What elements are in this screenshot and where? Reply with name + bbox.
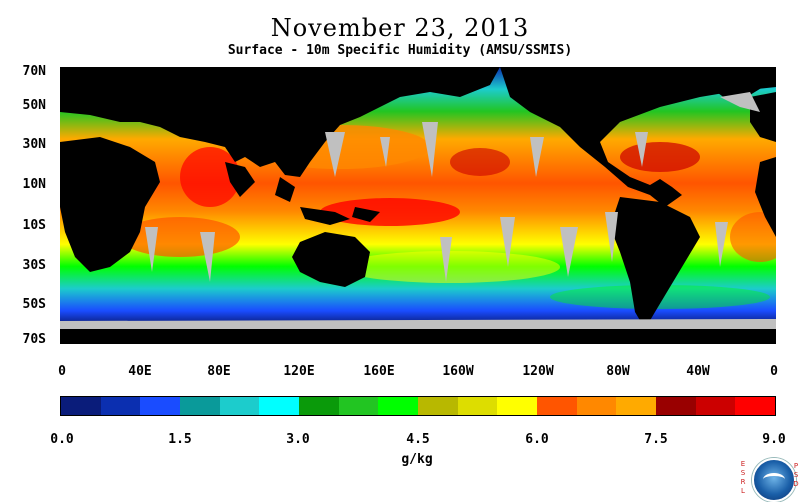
colorbar-segment xyxy=(497,397,538,415)
map-title: November 23, 2013 xyxy=(270,14,530,42)
colorbar-segment xyxy=(457,397,498,415)
colorbar-tick-label: 0.0 xyxy=(50,432,74,447)
colorbar-segment xyxy=(299,397,339,415)
colorbar-segment xyxy=(576,397,617,415)
lon-label-0-east: 0 xyxy=(770,364,778,379)
lon-label-160e: 160E xyxy=(363,364,395,379)
humidity-map-svg xyxy=(60,67,776,344)
lon-label-40e: 40E xyxy=(128,364,152,379)
lon-label-120e: 120E xyxy=(283,364,315,379)
colorbar-segment xyxy=(656,397,696,415)
lon-label-160w: 160W xyxy=(442,364,474,379)
mid-region xyxy=(340,251,560,283)
colorbar-tick-label: 3.0 xyxy=(286,432,310,447)
missing-data-swaths xyxy=(60,92,776,329)
warm-region xyxy=(730,212,776,262)
humidity-map xyxy=(60,67,776,344)
lat-label-10n: 10N xyxy=(22,177,46,192)
lat-label-10s: 10S xyxy=(22,218,46,233)
land-masses xyxy=(60,67,776,344)
lat-label-30n: 30N xyxy=(22,137,46,152)
lat-label-70s: 70S xyxy=(22,332,46,347)
colorbar-tick-label: 6.0 xyxy=(525,432,549,447)
colorbar-tick-label: 1.5 xyxy=(168,432,192,447)
colorbar-segment xyxy=(259,397,300,415)
colorbar-segment xyxy=(695,397,736,415)
colorbar-units: g/kg xyxy=(401,452,433,467)
colorbar-segment xyxy=(537,397,577,415)
lon-label-80w: 80W xyxy=(606,364,630,379)
colorbar-segment xyxy=(219,397,260,415)
colorbar-segment xyxy=(338,397,379,415)
lat-label-30s: 30S xyxy=(22,258,46,273)
colorbar-segment xyxy=(735,397,776,415)
colorbar-tick-label: 7.5 xyxy=(644,432,668,447)
colorbar-tick-label: 9.0 xyxy=(762,432,786,447)
lat-label-50n: 50N xyxy=(22,98,46,113)
noaa-logo-icon xyxy=(752,458,796,502)
warm-region xyxy=(450,148,510,176)
lon-label-0-west: 0 xyxy=(58,364,66,379)
warm-region xyxy=(620,142,700,172)
colorbar-segment xyxy=(180,397,220,415)
lon-label-40w: 40W xyxy=(686,364,710,379)
map-subtitle: Surface - 10m Specific Humidity (AMSU/SS… xyxy=(227,43,573,58)
colorbar-segment xyxy=(616,397,657,415)
colorbar-segment xyxy=(100,397,141,415)
colorbar-segment xyxy=(61,397,101,415)
lat-label-50s: 50S xyxy=(22,297,46,312)
lat-label-70n: 70N xyxy=(22,64,46,79)
gull-icon xyxy=(763,473,785,486)
lon-label-80e: 80E xyxy=(207,364,231,379)
warm-region xyxy=(320,198,460,226)
colorbar xyxy=(60,396,776,416)
colorbar-segment xyxy=(140,397,181,415)
colorbar-segment xyxy=(418,397,458,415)
colorbar-tick-label: 4.5 xyxy=(406,432,430,447)
lon-label-120w: 120W xyxy=(522,364,554,379)
colorbar-segment xyxy=(378,397,419,415)
